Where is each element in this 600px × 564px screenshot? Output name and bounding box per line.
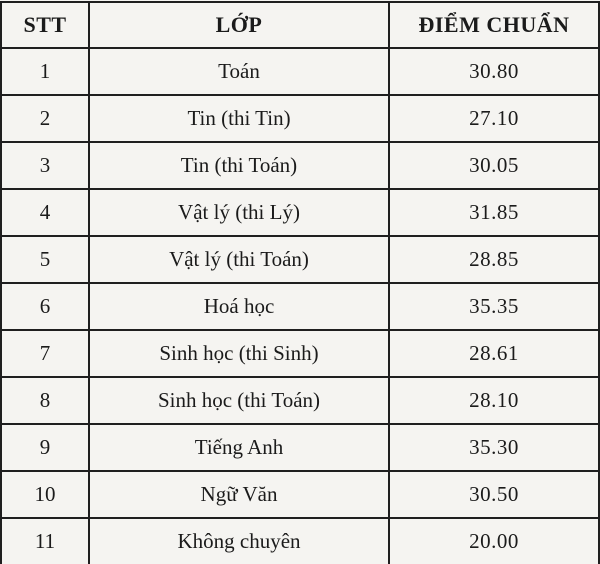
score-cell: 20.00 [388, 517, 600, 564]
table-row: 3 Tin (thi Toán) 30.05 [0, 141, 600, 190]
row-number-cell: 6 [0, 282, 90, 331]
table-row: 1 Toán 30.80 [0, 47, 600, 96]
row-number-cell: 2 [0, 94, 90, 143]
table-row: 8 Sinh học (thi Toán) 28.10 [0, 376, 600, 425]
class-name-cell: Vật lý (thi Lý) [88, 188, 390, 237]
class-name-cell: Tin (thi Tin) [88, 94, 390, 143]
class-name-cell: Không chuyên [88, 517, 390, 564]
score-cell: 31.85 [388, 188, 600, 237]
row-number-cell: 11 [0, 517, 90, 564]
row-number-cell: 8 [0, 376, 90, 425]
score-cell: 30.50 [388, 470, 600, 519]
class-name-cell: Vật lý (thi Toán) [88, 235, 390, 284]
score-cell: 30.80 [388, 47, 600, 96]
header-cell-lop: LỚP [88, 1, 390, 49]
row-number-cell: 7 [0, 329, 90, 378]
class-name-cell: Ngữ Văn [88, 470, 390, 519]
score-cell: 30.05 [388, 141, 600, 190]
score-cell: 27.10 [388, 94, 600, 143]
class-name-cell: Tin (thi Toán) [88, 141, 390, 190]
header-cell-stt: STT [0, 1, 90, 49]
class-name-cell: Toán [88, 47, 390, 96]
class-name-cell: Sinh học (thi Toán) [88, 376, 390, 425]
table-row: 11 Không chuyên 20.00 [0, 517, 600, 564]
header-cell-diem-chuan: ĐIỂM CHUẨN [388, 1, 600, 49]
table-row: 7 Sinh học (thi Sinh) 28.61 [0, 329, 600, 378]
table-row: 2 Tin (thi Tin) 27.10 [0, 94, 600, 143]
score-cell: 28.61 [388, 329, 600, 378]
score-cell: 35.35 [388, 282, 600, 331]
row-number-cell: 5 [0, 235, 90, 284]
table-row: 6 Hoá học 35.35 [0, 282, 600, 331]
row-number-cell: 9 [0, 423, 90, 472]
score-cell: 28.85 [388, 235, 600, 284]
table-row: 10 Ngữ Văn 30.50 [0, 470, 600, 519]
table-row: 4 Vật lý (thi Lý) 31.85 [0, 188, 600, 237]
class-name-cell: Hoá học [88, 282, 390, 331]
row-number-cell: 3 [0, 141, 90, 190]
table-header-row: STT LỚP ĐIỂM CHUẨN [0, 1, 600, 49]
score-cell: 28.10 [388, 376, 600, 425]
class-name-cell: Tiếng Anh [88, 423, 390, 472]
table-row: 5 Vật lý (thi Toán) 28.85 [0, 235, 600, 284]
row-number-cell: 1 [0, 47, 90, 96]
row-number-cell: 10 [0, 470, 90, 519]
row-number-cell: 4 [0, 188, 90, 237]
table-row: 9 Tiếng Anh 35.30 [0, 423, 600, 472]
score-cell: 35.30 [388, 423, 600, 472]
class-name-cell: Sinh học (thi Sinh) [88, 329, 390, 378]
